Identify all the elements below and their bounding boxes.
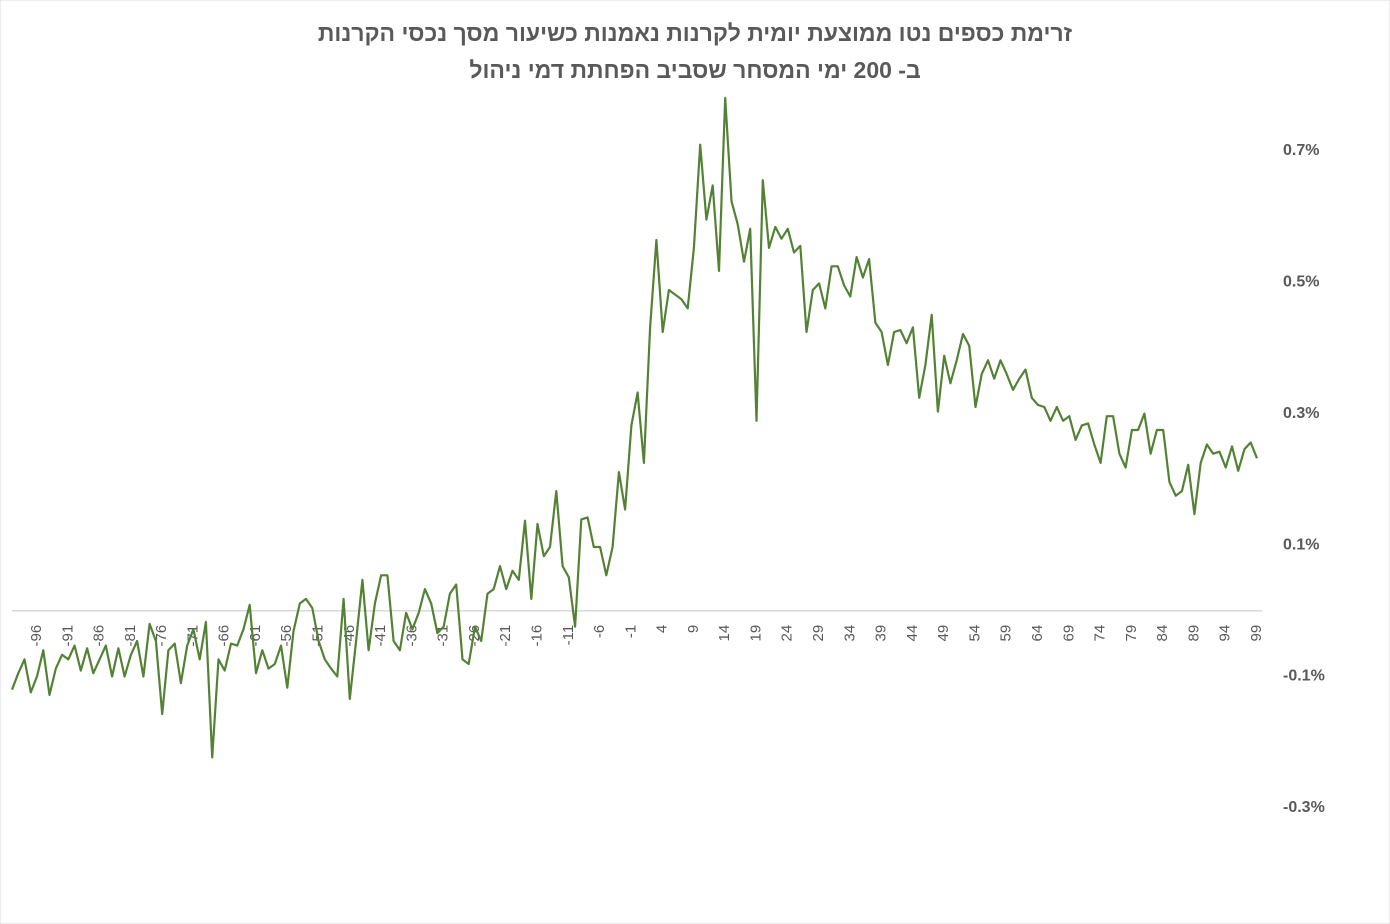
x-tick-label: -96 xyxy=(28,625,45,647)
x-tick-label: -16 xyxy=(528,625,545,647)
y-tick-label: 0.7% xyxy=(1283,142,1319,159)
y-tick-label: -0.3% xyxy=(1283,799,1325,816)
x-tick-label: 74 xyxy=(1092,625,1109,642)
x-tick-label: 69 xyxy=(1060,625,1077,642)
y-tick-label: -0.1% xyxy=(1283,668,1325,685)
chart-title: ב- 200 ימי המסחר שסביב הפחתת דמי ניהול xyxy=(469,57,920,83)
y-tick-label: 0.3% xyxy=(1283,405,1319,422)
x-tick-label: -61 xyxy=(247,625,264,647)
x-tick-label: -1 xyxy=(622,625,639,638)
x-tick-label: 19 xyxy=(747,625,764,642)
x-tick-label: 49 xyxy=(935,625,952,642)
y-tick-label: 0.5% xyxy=(1283,273,1319,290)
x-tick-label: -6 xyxy=(591,625,608,638)
x-tick-label: 99 xyxy=(1248,625,1265,642)
x-tick-label: -91 xyxy=(59,625,76,647)
x-tick-label: 59 xyxy=(998,625,1015,642)
x-tick-label: 24 xyxy=(779,625,796,642)
x-tick-label: 4 xyxy=(654,625,671,633)
data-line xyxy=(10,96,1259,759)
x-tick-label: 44 xyxy=(904,625,921,642)
x-tick-label: 9 xyxy=(685,625,702,633)
x-tick-label: 39 xyxy=(873,625,890,642)
x-tick-label: 79 xyxy=(1123,625,1140,642)
x-tick-label: 89 xyxy=(1185,625,1202,642)
x-tick-label: -66 xyxy=(216,625,233,647)
x-tick-label: -11 xyxy=(560,625,577,646)
x-tick-label: 34 xyxy=(841,625,858,642)
chart-title: זרימת כספים נטו ממוצעת יומית לקרנות נאמנ… xyxy=(318,20,1073,46)
x-tick-label: -76 xyxy=(153,625,170,647)
x-tick-label: -81 xyxy=(122,625,139,647)
x-tick-label: -86 xyxy=(91,625,108,647)
x-tick-label: 84 xyxy=(1154,625,1171,642)
x-tick-label: 14 xyxy=(716,625,733,642)
x-tick-label: -36 xyxy=(403,625,420,647)
x-tick-label: 64 xyxy=(1029,625,1046,642)
y-tick-label: 0.1% xyxy=(1283,536,1319,553)
x-tick-label: -21 xyxy=(497,625,514,647)
x-tick-label: 29 xyxy=(810,625,827,642)
x-tick-label: 94 xyxy=(1217,625,1234,642)
x-tick-label: -41 xyxy=(372,625,389,647)
x-tick-label: 54 xyxy=(966,625,983,642)
x-tick-label: -56 xyxy=(278,625,295,647)
